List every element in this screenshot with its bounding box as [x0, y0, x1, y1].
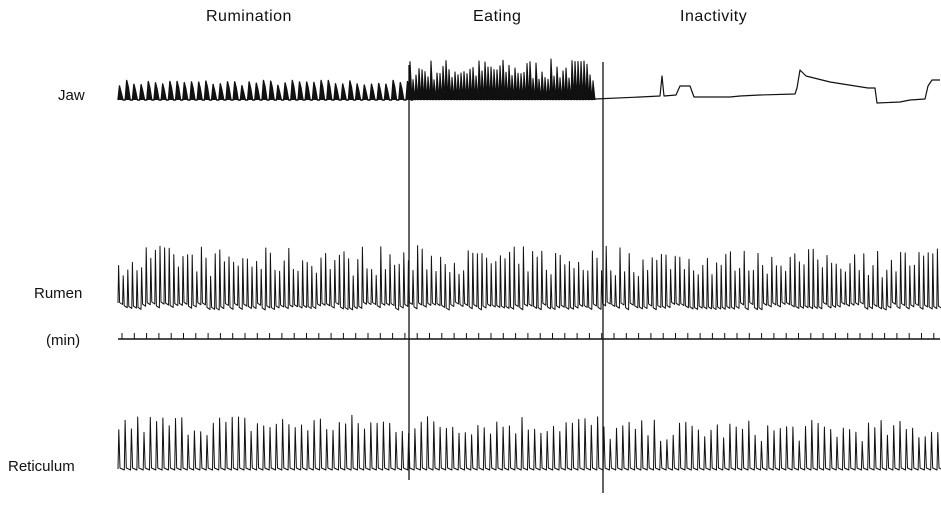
reticulum-trace	[117, 414, 941, 471]
jaw-eating-signal	[408, 58, 596, 101]
phase-label-eating: Eating	[473, 8, 522, 25]
trace-label-time: (min)	[46, 332, 81, 349]
trace-label-rumen: Rumen	[34, 285, 83, 302]
rumen-signal	[117, 245, 941, 311]
phase-label-inactivity: Inactivity	[680, 8, 748, 25]
trace-label-reticulum: Reticulum	[8, 458, 75, 475]
time-axis	[118, 333, 940, 340]
phase-label-rumination: Rumination	[206, 8, 292, 25]
rumen-trace	[117, 245, 941, 311]
jaw-inactivity-signal	[594, 69, 940, 104]
jaw-trace	[117, 58, 940, 104]
trace-label-jaw: Jaw	[58, 87, 85, 104]
reticulum-signal	[117, 414, 941, 471]
jaw-rumination-signal	[117, 79, 414, 101]
